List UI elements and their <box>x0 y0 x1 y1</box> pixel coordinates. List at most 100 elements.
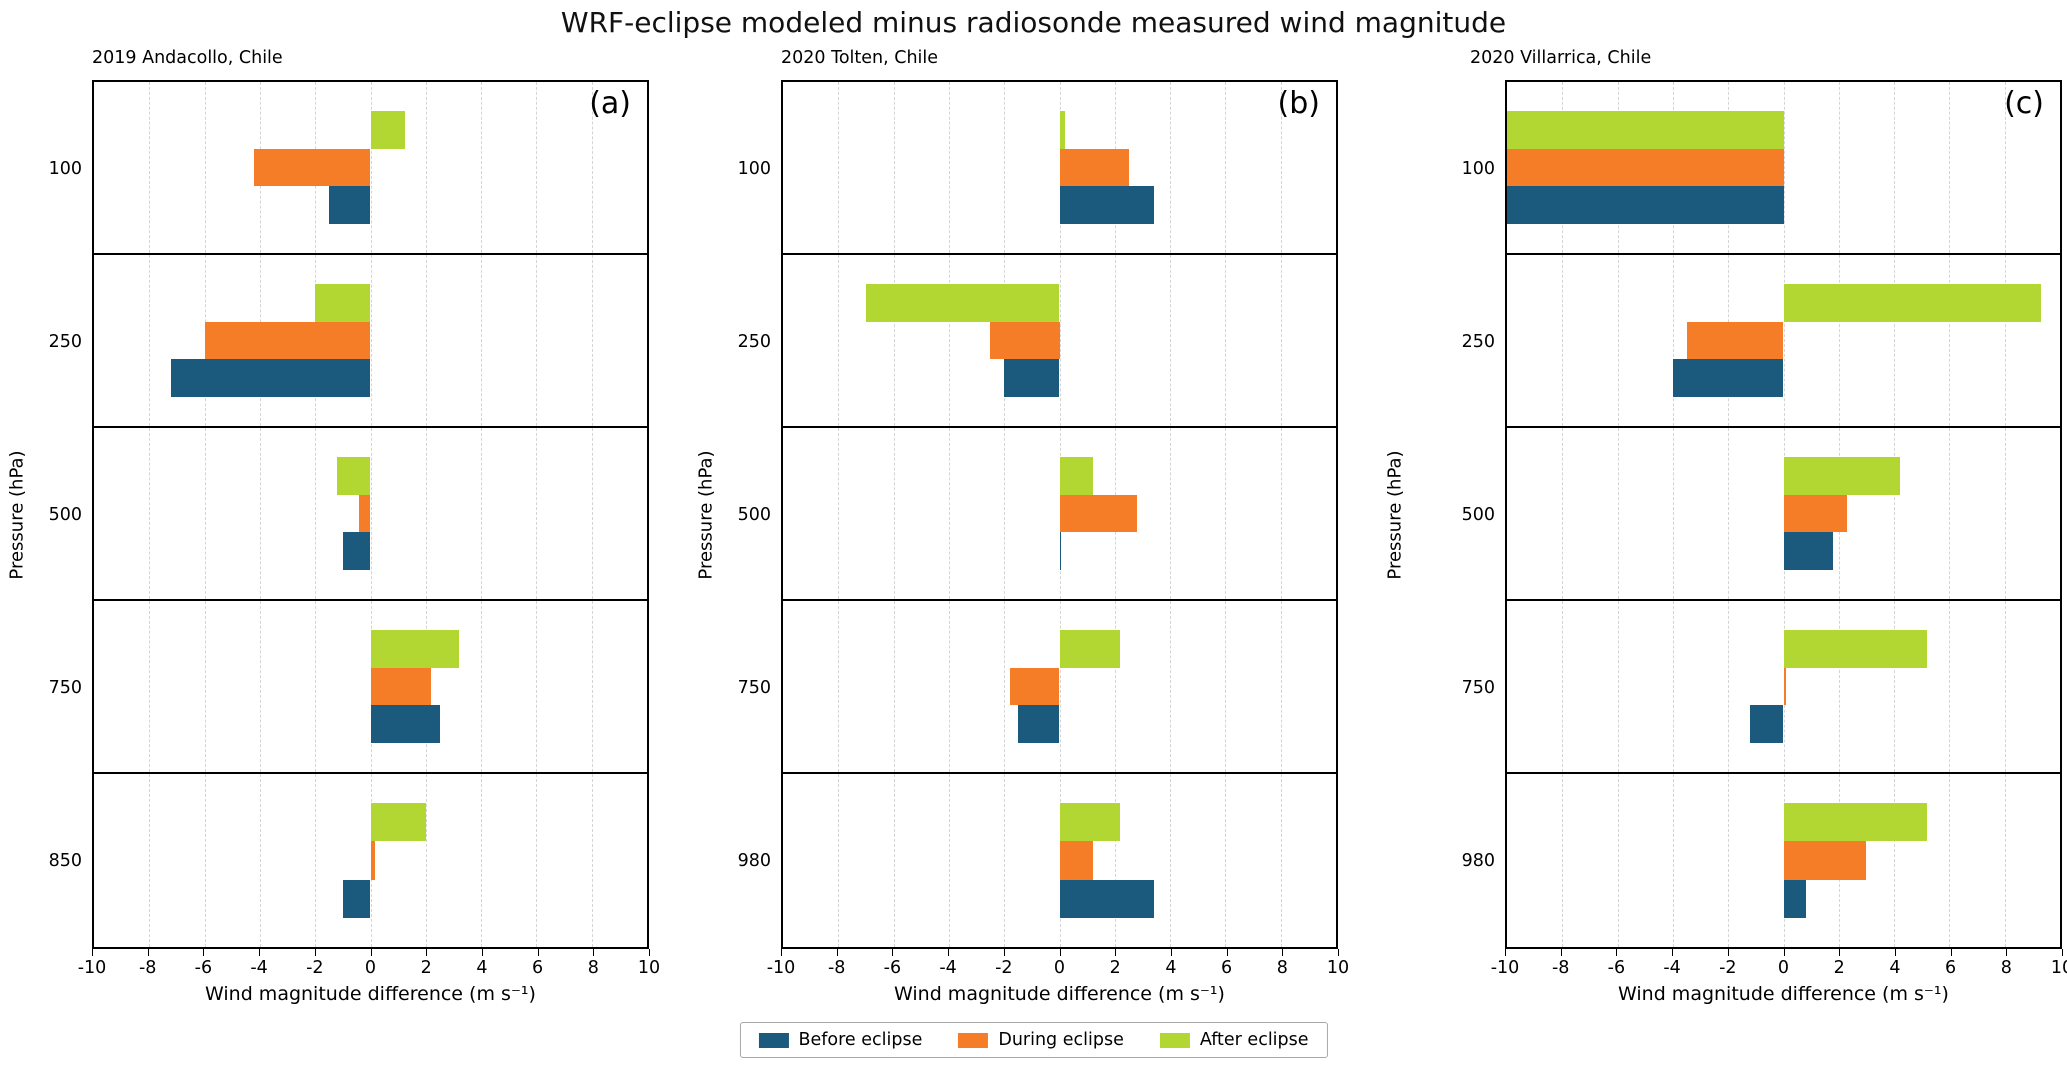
gridline <box>1562 255 1564 426</box>
gridline <box>1170 774 1172 947</box>
x-tick-mark <box>2062 949 2063 956</box>
bar-after-eclipse <box>865 284 1060 322</box>
bar-during-eclipse <box>1783 841 1867 880</box>
x-tick-label: -4 <box>1663 958 1681 978</box>
x-tick-mark <box>1338 949 1339 956</box>
gridline <box>425 774 427 947</box>
x-tick-mark <box>1059 949 1061 956</box>
x-tick-mark <box>259 949 261 956</box>
y-axis-label: Pressure (hPa) <box>0 80 34 949</box>
x-tick-label: -8 <box>827 958 846 978</box>
pressure-tick-label: 100 <box>48 158 82 179</box>
x-label-area: Wind magnitude difference (m s⁻¹) <box>781 981 1338 1005</box>
gridline <box>1562 601 1564 772</box>
pressure-tick-label: 750 <box>1461 677 1495 698</box>
bar-after-eclipse <box>370 803 426 842</box>
x-tick-mark <box>426 949 428 956</box>
gridline <box>1562 428 1564 599</box>
legend-item: After eclipse <box>1159 1030 1309 1050</box>
gridline <box>536 255 538 426</box>
bar-before-eclipse <box>1672 359 1784 397</box>
legend-item: During eclipse <box>958 1030 1124 1050</box>
pressure-row <box>94 774 647 947</box>
plot-box: (b) <box>781 80 1338 949</box>
gridline <box>149 255 151 426</box>
x-axis-label-row: Wind magnitude difference (m s⁻¹) <box>1378 981 2067 1005</box>
gridline <box>893 774 895 947</box>
pressure-row: (a) <box>94 82 647 255</box>
gridline <box>425 255 427 426</box>
x-tick-mark <box>481 949 483 956</box>
y-tick-labels: 100 250 500 750 980 <box>1412 80 1505 949</box>
panel-letter: (a) <box>589 86 631 121</box>
bar-during-eclipse <box>990 321 1060 360</box>
x-tick-mark <box>948 949 950 956</box>
gridline <box>2004 428 2006 599</box>
x-tick-mark <box>1282 949 1284 956</box>
x-tick-label: 10 <box>637 958 661 978</box>
x-axis: -10 -8 -6 -4 -2 0 2 4 6 8 10 <box>0 949 689 981</box>
pressure-tick-label: 500 <box>737 504 771 525</box>
gridline <box>838 601 840 772</box>
y-axis-label: Pressure (hPa) <box>689 80 723 949</box>
gridline <box>1894 255 1896 426</box>
panel-letter: (b) <box>1277 86 1320 121</box>
gridline <box>425 82 427 253</box>
panel-a: 2019 Andacollo, Chile Pressure (hPa) 100 25… <box>0 48 689 1005</box>
x-tick-label: -4 <box>939 958 957 978</box>
gridline <box>1728 774 1730 947</box>
gridline <box>1562 774 1564 947</box>
bar-during-eclipse <box>1686 321 1784 360</box>
gridline <box>838 82 840 253</box>
gridline <box>1672 255 1674 426</box>
x-tick-label: -10 <box>1490 958 1520 978</box>
bar-before-eclipse <box>1783 879 1806 918</box>
gridline <box>1225 774 1227 947</box>
legend: Before eclipse During eclipse After eclips… <box>739 1022 1328 1058</box>
gridline <box>1949 255 1951 426</box>
x-label-area: Wind magnitude difference (m s⁻¹) <box>1505 981 2062 1005</box>
x-tick-mark <box>1170 949 1172 956</box>
gridline <box>1672 601 1674 772</box>
gridline <box>1838 601 1840 772</box>
pressure-tick-label: 250 <box>48 331 82 352</box>
x-tick-label: -2 <box>995 958 1013 978</box>
x-tick-label: -6 <box>194 958 213 978</box>
gridline <box>149 601 151 772</box>
x-tick-label: 6 <box>1221 958 1233 978</box>
gridline <box>1170 428 1172 599</box>
x-tick-label: 0 <box>364 958 377 978</box>
pressure-tick-label: 750 <box>737 677 771 698</box>
bar-before-eclipse <box>1059 532 1061 570</box>
bar-after-eclipse <box>1059 803 1121 842</box>
gridline <box>259 601 261 772</box>
plot-box: (c) <box>1505 80 2062 949</box>
gridline <box>1114 774 1116 947</box>
gridline <box>1225 255 1227 426</box>
gridline <box>591 255 593 426</box>
gridline <box>536 82 538 253</box>
bar-before-eclipse <box>1059 879 1154 918</box>
x-tick-mark <box>1950 949 1952 956</box>
bar-before-eclipse <box>1507 186 1784 224</box>
gridline <box>1617 601 1619 772</box>
pressure-row: (b) <box>783 82 1336 255</box>
bar-before-eclipse <box>1059 186 1154 224</box>
pressure-tick-label: 250 <box>737 331 771 352</box>
gridline <box>1170 82 1172 253</box>
gridline <box>2004 601 2006 772</box>
pressure-tick-label: 750 <box>48 677 82 698</box>
x-tick-label: -10 <box>766 958 796 978</box>
gridline <box>1728 601 1730 772</box>
panel-title: 2019 Andacollo, Chile <box>92 48 283 68</box>
bar-after-eclipse <box>1783 630 1928 668</box>
gridline <box>1949 601 1951 772</box>
x-tick-mark <box>1783 949 1785 956</box>
gridline <box>1225 428 1227 599</box>
x-tick-mark <box>2006 949 2008 956</box>
panel-plot-area: Pressure (hPa) 100 250 500 750 980 (c) <box>1378 80 2067 949</box>
gridline <box>1004 428 1006 599</box>
bar-after-eclipse <box>370 630 459 668</box>
x-tick-label: -4 <box>250 958 268 978</box>
